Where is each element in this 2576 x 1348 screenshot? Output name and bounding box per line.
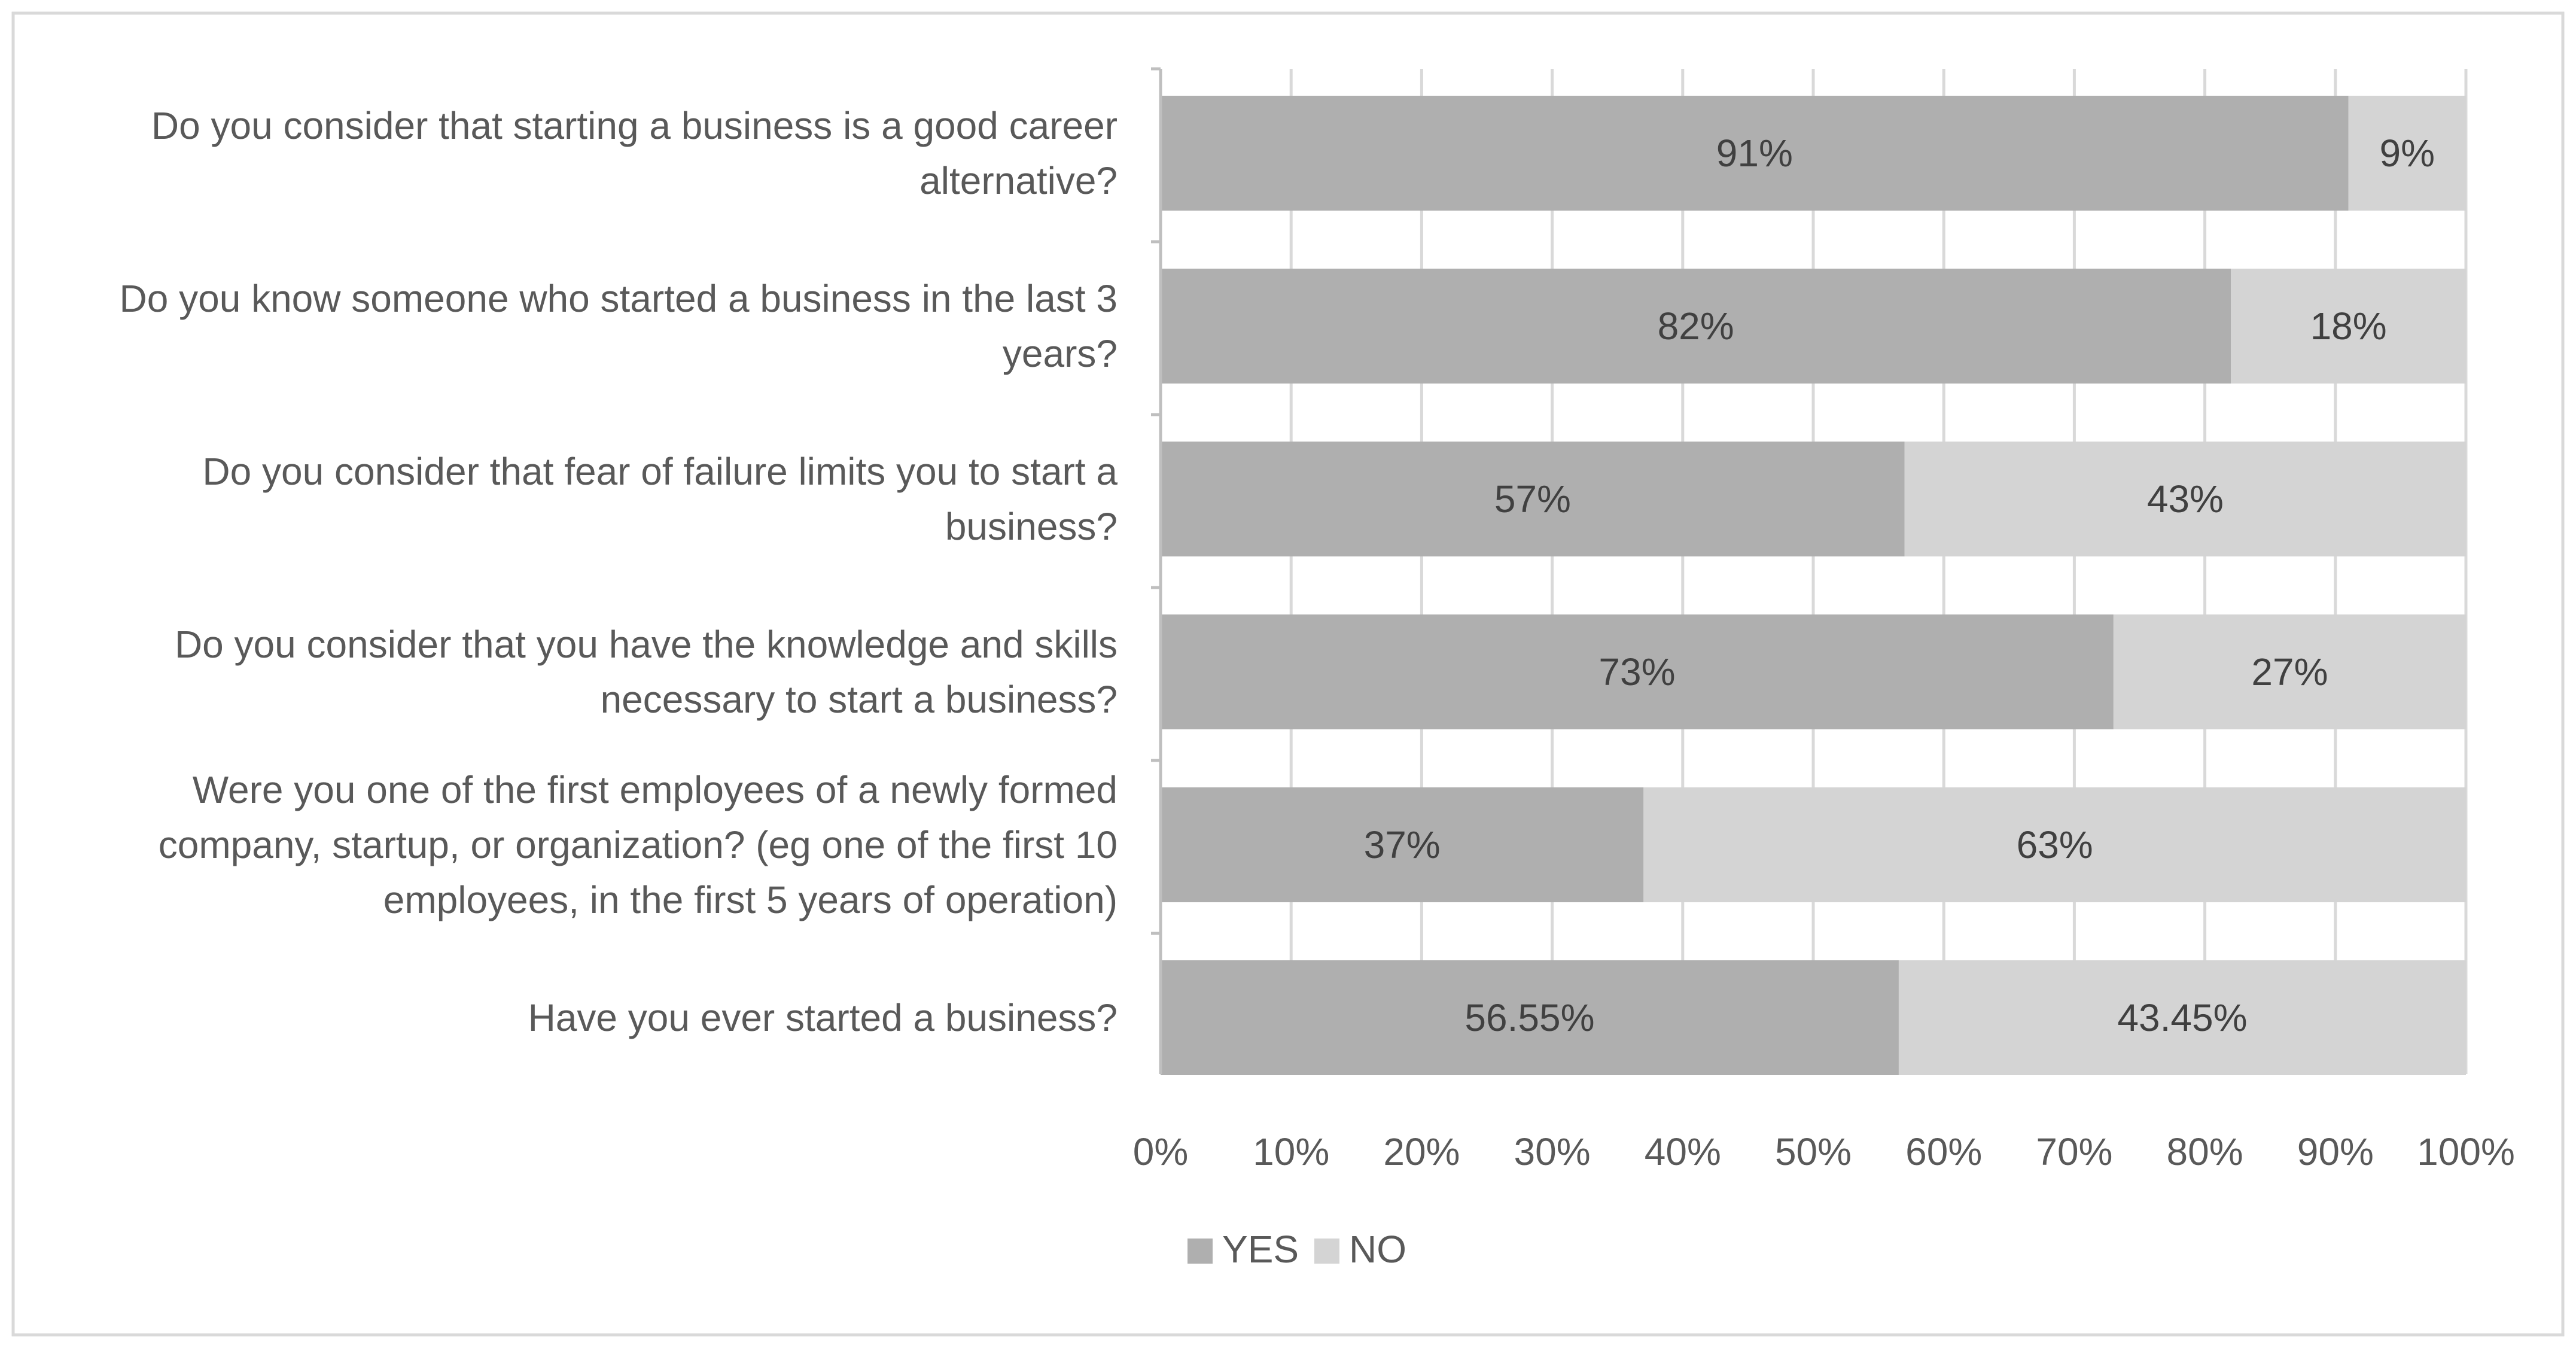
axes xyxy=(1151,67,1162,1074)
x-tick-label: 90% xyxy=(2297,1130,2374,1173)
data-label-yes-1: 91% xyxy=(1716,132,1793,175)
x-tick-label: 0% xyxy=(1133,1130,1189,1173)
bar-yes-6 xyxy=(1161,960,1899,1075)
category-label: years? xyxy=(1003,332,1118,375)
bar-no-3 xyxy=(1904,442,2466,556)
x-tick-label: 80% xyxy=(2167,1130,2243,1173)
data-labels: 91% 9% 82% 18% 57% 43% 73% 27% 37% 63% 56.55% 43.45… xyxy=(1364,132,2435,1039)
bar-yes-1 xyxy=(1161,96,2349,211)
data-label-yes-3: 57% xyxy=(1494,477,1571,521)
bar-yes-2 xyxy=(1161,269,2231,384)
bar-no-5 xyxy=(1643,787,2466,902)
category-label: Were you one of the first employees of a… xyxy=(193,768,1118,811)
data-label-no-3: 43% xyxy=(2147,477,2224,521)
legend-label-yes: YES xyxy=(1222,1228,1299,1271)
x-tick-label: 20% xyxy=(1383,1130,1460,1173)
category-label: Have you ever started a business? xyxy=(528,996,1118,1039)
x-tick-label: 70% xyxy=(2036,1130,2112,1173)
gridlines xyxy=(1289,69,2468,1074)
legend: YES NO xyxy=(1187,1228,1406,1271)
legend-swatch-yes xyxy=(1187,1239,1213,1264)
category-label: Do you consider that starting a business… xyxy=(151,104,1118,147)
data-label-yes-2: 82% xyxy=(1658,305,1734,348)
data-label-yes-5: 37% xyxy=(1364,823,1441,866)
category-label: Do you consider that you have the knowle… xyxy=(175,623,1118,666)
data-label-no-2: 18% xyxy=(2310,305,2387,348)
category-label: company, startup, or organization? (eg o… xyxy=(159,823,1118,866)
data-label-no-5: 63% xyxy=(2017,823,2093,866)
bar-yes-5 xyxy=(1161,787,1644,902)
data-label-yes-4: 73% xyxy=(1598,650,1675,693)
bar-no-6 xyxy=(1898,960,2466,1075)
x-tick-label: 30% xyxy=(1514,1130,1591,1173)
data-label-no-4: 27% xyxy=(2251,650,2328,693)
x-tick-label: 40% xyxy=(1645,1130,1721,1173)
data-label-no-1: 9% xyxy=(2380,132,2435,175)
legend-swatch-no xyxy=(1314,1239,1339,1264)
bars xyxy=(1161,96,2466,1075)
category-label: employees, in the first 5 years of opera… xyxy=(383,878,1118,921)
bar-no-4 xyxy=(2113,614,2466,729)
category-label: Do you consider that fear of failure lim… xyxy=(202,450,1118,493)
bar-no-1 xyxy=(2348,96,2466,211)
bar-yes-3 xyxy=(1161,442,1905,556)
bar-no-2 xyxy=(2231,269,2466,384)
x-tick-label: 10% xyxy=(1253,1130,1329,1173)
category-label: alternative? xyxy=(919,159,1118,202)
data-label-yes-6: 56.55% xyxy=(1464,996,1594,1039)
category-label: Do you know someone who started a busine… xyxy=(120,277,1118,320)
bar-yes-4 xyxy=(1161,614,2114,729)
category-labels: Do you consider that starting a business… xyxy=(120,104,1118,1039)
x-tick-labels: 0% 10% 20% 30% 40% 50% 60% 70% 80% 90% 100% xyxy=(1133,1130,2515,1173)
x-tick-label: 100% xyxy=(2417,1130,2515,1173)
x-tick-label: 50% xyxy=(1775,1130,1852,1173)
data-label-no-6: 43.45% xyxy=(2117,996,2247,1039)
category-label: business? xyxy=(945,505,1118,548)
legend-label-no: NO xyxy=(1349,1228,1406,1271)
category-label: necessary to start a business? xyxy=(601,678,1118,721)
x-tick-label: 60% xyxy=(1905,1130,1982,1173)
